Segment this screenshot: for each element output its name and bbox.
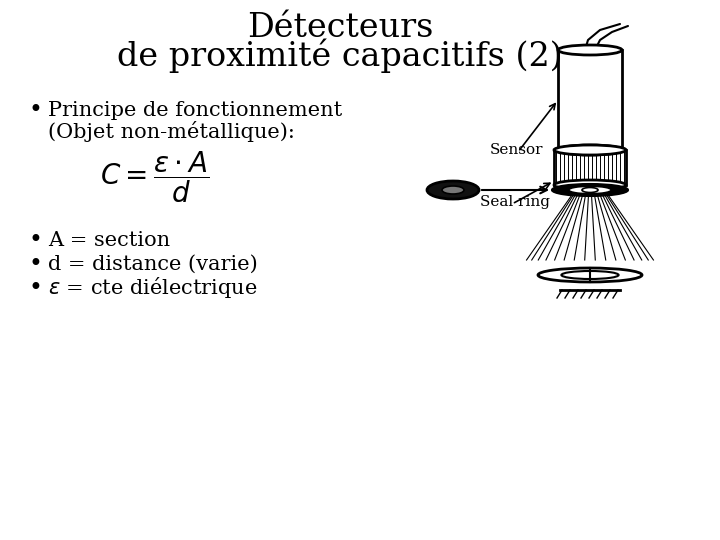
Ellipse shape — [558, 45, 622, 55]
Text: Principe de fonctionnement: Principe de fonctionnement — [48, 100, 342, 119]
Ellipse shape — [442, 186, 464, 194]
Text: Sensor: Sensor — [490, 143, 544, 157]
Ellipse shape — [554, 180, 626, 190]
Text: Détecteurs: Détecteurs — [247, 12, 433, 44]
Ellipse shape — [582, 187, 598, 192]
Ellipse shape — [552, 184, 628, 196]
Text: (Objet non-métallique):: (Objet non-métallique): — [48, 122, 295, 143]
Text: $C = \dfrac{\varepsilon \cdot A}{d}$: $C = \dfrac{\varepsilon \cdot A}{d}$ — [100, 149, 209, 205]
Text: •: • — [28, 228, 42, 252]
Text: •: • — [28, 252, 42, 276]
Text: d = distance (varie): d = distance (varie) — [48, 254, 258, 273]
Ellipse shape — [554, 145, 626, 155]
Ellipse shape — [558, 145, 622, 155]
Text: de proximité capacitifs (2): de proximité capacitifs (2) — [117, 39, 563, 73]
Ellipse shape — [562, 271, 618, 279]
Text: A = section: A = section — [48, 231, 170, 249]
Ellipse shape — [568, 186, 611, 194]
Text: •: • — [28, 98, 42, 122]
Text: $\varepsilon$ = cte diélectrique: $\varepsilon$ = cte diélectrique — [48, 275, 257, 300]
Text: Seal ring: Seal ring — [480, 195, 550, 209]
Text: •: • — [28, 276, 42, 300]
Ellipse shape — [538, 268, 642, 282]
Ellipse shape — [427, 181, 479, 199]
